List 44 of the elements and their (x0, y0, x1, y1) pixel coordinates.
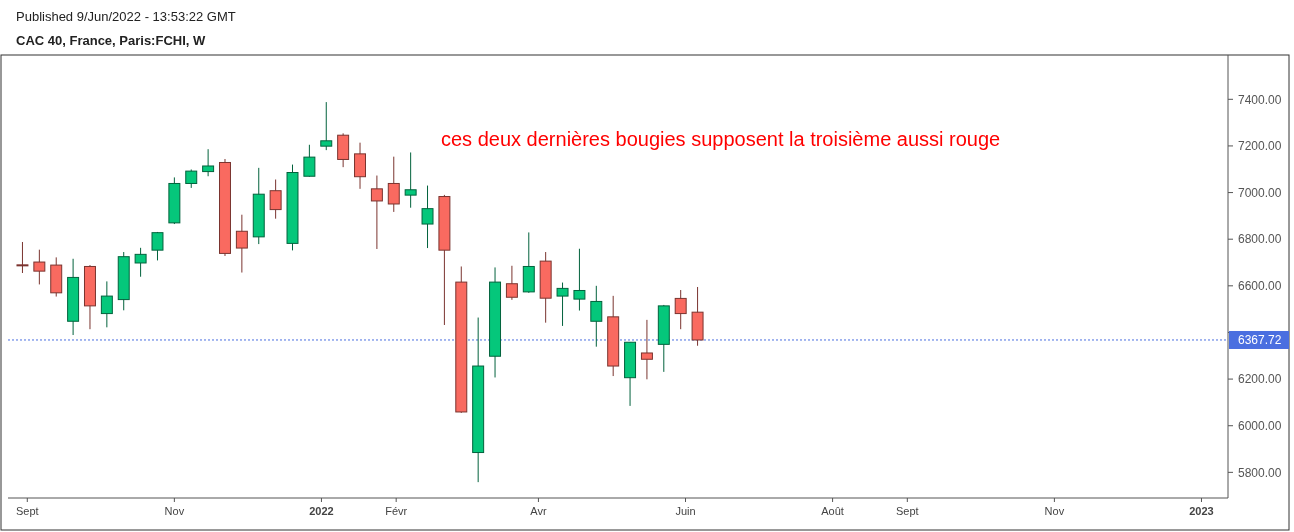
candlestick (100, 280, 113, 328)
candlestick (33, 249, 46, 285)
x-tick-label: Nov (164, 505, 185, 517)
candlestick (674, 289, 687, 330)
candlestick (404, 151, 417, 209)
y-tick-label: 5800.00 (1238, 465, 1282, 480)
candlestick (505, 265, 518, 301)
text: Published 9/Jun/2022 - 13:53:22 GMT (16, 9, 236, 24)
x-tick-label: Févr (385, 505, 408, 517)
candlestick (320, 101, 333, 151)
candlestick (387, 156, 400, 213)
candlestick (556, 282, 569, 327)
candlestick (16, 241, 29, 274)
y-tick-label: 7200.00 (1238, 139, 1282, 154)
annotation: ces deux dernières bougies supposent la troisième aussi rouge (441, 128, 1001, 150)
candlestick (151, 231, 164, 261)
y-tick-label: 6000.00 (1238, 418, 1282, 433)
x-tick-label: Sept (896, 505, 919, 517)
candlestick (235, 214, 248, 274)
y-tick-label: 7000.00 (1238, 185, 1282, 200)
candlestick (134, 247, 147, 278)
x-tick-label: Sept (15, 505, 39, 517)
candlestick (185, 168, 198, 189)
candlestick (590, 285, 603, 348)
candlestick (202, 148, 215, 177)
candlestick (269, 179, 282, 220)
candlestick (421, 185, 434, 249)
ref-line-label: 6367.72 (1238, 333, 1282, 348)
x-tick-label: 2023 (1189, 505, 1214, 517)
y-tick-label: 7400.00 (1238, 92, 1282, 107)
x-tick-label: Nov (1044, 505, 1065, 517)
candlestick (573, 248, 586, 312)
y-tick-label: 6600.00 (1238, 279, 1282, 294)
y-tick-label: 6200.00 (1238, 372, 1282, 387)
candlestick (303, 144, 316, 178)
x-tick-label: Juin (675, 505, 696, 517)
candlestick (354, 142, 366, 190)
x-tick-label: 2022 (309, 505, 334, 517)
chart-title: CAC 40, France, Paris:FCHI, W (16, 33, 206, 48)
x-tick-label: Août (821, 505, 844, 517)
x-tick-label: Avr (530, 505, 547, 517)
candlestick (640, 319, 653, 380)
y-tick-label: 6800.00 (1238, 232, 1282, 247)
candlestick (370, 175, 383, 250)
